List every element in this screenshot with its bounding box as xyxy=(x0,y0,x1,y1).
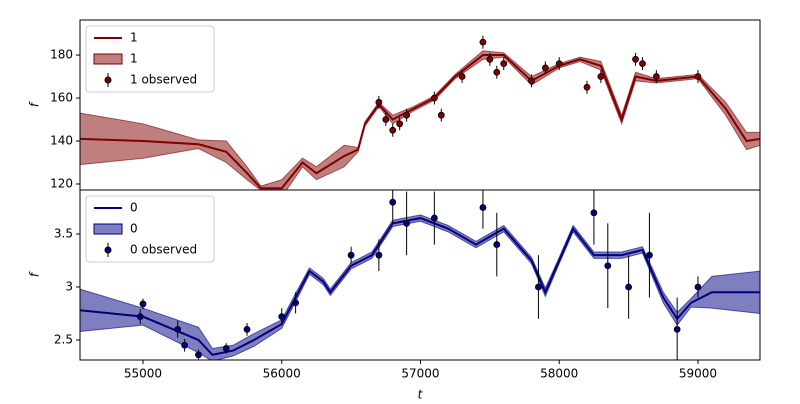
observed-point xyxy=(181,341,189,349)
observed-point xyxy=(632,55,639,63)
observed-point xyxy=(555,60,563,68)
legend-marker xyxy=(104,246,112,254)
observed-point xyxy=(458,73,466,80)
x-tick-label: 55000 xyxy=(124,367,162,381)
observed-point xyxy=(597,73,605,80)
observed-point xyxy=(222,345,230,352)
observed-point xyxy=(375,251,383,259)
y-tick-label: 120 xyxy=(50,176,73,190)
observed-point xyxy=(694,283,702,291)
observed-point xyxy=(382,116,390,123)
y-tick-label: 160 xyxy=(50,91,73,105)
legend-label: 1 xyxy=(130,52,138,66)
y-tick-label: 3.5 xyxy=(54,226,73,240)
observed-point xyxy=(403,111,411,119)
x-tick-label: 57000 xyxy=(401,367,439,381)
mean-line xyxy=(80,54,760,190)
observed-point xyxy=(652,73,660,80)
legend-box xyxy=(85,25,215,93)
observed-point xyxy=(139,300,147,308)
observed-point xyxy=(136,313,144,321)
plot-area xyxy=(80,190,760,360)
legend-marker xyxy=(104,76,112,84)
x-tick-label: 56000 xyxy=(263,367,301,381)
x-tick-label: 59000 xyxy=(679,367,717,381)
legend-patch xyxy=(93,223,123,235)
plot-area xyxy=(80,35,760,190)
observed-point xyxy=(625,283,633,291)
legend-label: 0 xyxy=(130,201,138,215)
y-axis-label: f xyxy=(28,271,42,277)
observed-point xyxy=(430,94,438,102)
observed-point xyxy=(535,283,542,291)
observed-point xyxy=(174,325,182,333)
y-tick-label: 180 xyxy=(50,48,73,62)
observed-point xyxy=(375,98,383,106)
observed-point xyxy=(486,55,494,63)
observed-point xyxy=(396,120,404,128)
legend-box xyxy=(85,195,215,263)
y-tick-label: 2.5 xyxy=(54,332,73,346)
observed-point xyxy=(646,251,653,259)
observed-point xyxy=(590,209,598,217)
observed-point xyxy=(437,111,445,119)
y-tick-label: 140 xyxy=(50,133,73,147)
observed-point xyxy=(347,251,355,259)
observed-point xyxy=(694,73,702,80)
observed-point xyxy=(604,262,612,270)
legend-label: 1 xyxy=(130,31,138,45)
legend-label: 0 observed xyxy=(130,243,197,257)
observed-point xyxy=(243,325,251,333)
axes-frame xyxy=(79,189,761,361)
observed-point xyxy=(541,64,549,72)
observed-point xyxy=(673,325,681,333)
legend-patch xyxy=(93,53,123,65)
observed-point xyxy=(528,77,535,85)
legend-label: 1 observed xyxy=(130,73,197,87)
observed-point xyxy=(292,299,300,307)
observed-point xyxy=(493,241,501,248)
legend-label: 0 xyxy=(130,222,138,236)
y-axis-label: f xyxy=(28,101,42,107)
observed-point xyxy=(430,214,438,222)
observed-point xyxy=(389,126,397,134)
observed-point xyxy=(479,38,487,46)
observed-point xyxy=(389,198,397,206)
y-tick-label: 3 xyxy=(65,279,73,293)
observed-point xyxy=(500,60,508,68)
observed-point xyxy=(583,83,591,91)
observed-point xyxy=(639,60,646,68)
observed-point xyxy=(278,313,286,321)
x-axis-label: t xyxy=(418,388,424,401)
x-tick-label: 58000 xyxy=(540,367,578,381)
observed-point xyxy=(479,204,487,211)
observed-point xyxy=(493,68,501,76)
observed-point xyxy=(195,351,202,359)
observed-point xyxy=(403,219,411,227)
